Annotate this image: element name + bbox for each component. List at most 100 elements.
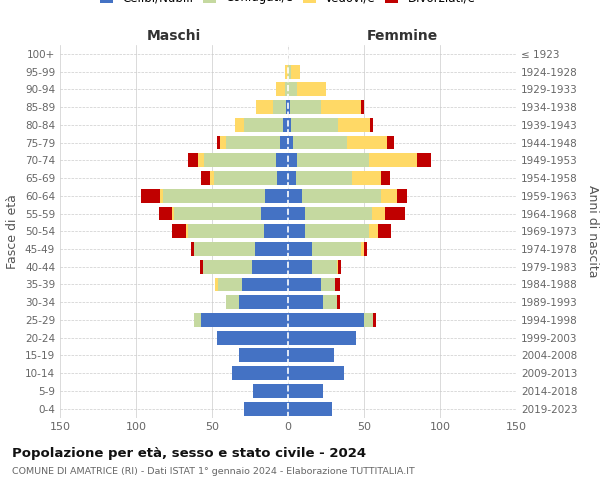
Bar (160, 189, 163, 202)
Bar (186, 224, 188, 238)
Bar (291, 64, 300, 78)
Bar (244, 118, 283, 132)
Y-axis label: Anni di nascita: Anni di nascita (586, 185, 599, 278)
Bar (239, 348, 288, 362)
Bar (381, 171, 390, 185)
Bar (256, 100, 273, 114)
Bar (200, 260, 203, 274)
Bar (368, 154, 417, 167)
Bar (381, 189, 397, 202)
Bar (305, 224, 368, 238)
Bar (288, 348, 334, 362)
Bar (276, 82, 285, 96)
Bar (352, 171, 381, 185)
Bar (217, 136, 220, 149)
Bar (205, 154, 276, 167)
Bar (288, 136, 293, 149)
Bar (288, 260, 313, 274)
Bar (285, 82, 288, 96)
Bar (296, 171, 352, 185)
Bar (293, 136, 347, 149)
Bar (217, 331, 288, 344)
Bar (370, 118, 373, 132)
Bar (244, 402, 288, 415)
Bar (387, 136, 394, 149)
Bar (385, 206, 405, 220)
Bar (283, 118, 288, 132)
Bar (253, 384, 288, 398)
Bar (297, 82, 326, 96)
Bar (159, 206, 172, 220)
Bar (226, 136, 280, 149)
Bar (288, 402, 332, 415)
Bar (338, 260, 341, 274)
Bar (364, 313, 373, 327)
Bar (335, 278, 340, 291)
Bar (218, 278, 242, 291)
Bar (172, 206, 174, 220)
Bar (276, 154, 288, 167)
Bar (203, 260, 251, 274)
Bar (285, 64, 288, 78)
Bar (288, 100, 290, 114)
Bar (215, 278, 218, 291)
Bar (313, 242, 361, 256)
Bar (377, 224, 391, 238)
Bar (265, 189, 288, 202)
Bar (214, 171, 277, 185)
Bar (302, 189, 381, 202)
Bar (337, 296, 340, 309)
Bar (347, 136, 387, 149)
Bar (288, 82, 297, 96)
Bar (263, 224, 288, 238)
Bar (288, 296, 323, 309)
Y-axis label: Fasce di età: Fasce di età (7, 194, 19, 268)
Bar (199, 154, 205, 167)
Bar (194, 242, 254, 256)
Bar (202, 313, 288, 327)
Text: Popolazione per età, sesso e stato civile - 2024: Popolazione per età, sesso e stato civil… (12, 448, 366, 460)
Bar (273, 100, 286, 114)
Bar (288, 242, 313, 256)
Bar (174, 206, 260, 220)
Bar (288, 331, 356, 344)
Bar (322, 100, 361, 114)
Bar (242, 278, 288, 291)
Bar (361, 242, 364, 256)
Bar (260, 206, 288, 220)
Bar (188, 224, 263, 238)
Bar (163, 189, 265, 202)
Bar (172, 224, 186, 238)
Bar (371, 206, 385, 220)
Bar (140, 189, 160, 202)
Bar (191, 242, 194, 256)
Bar (288, 224, 305, 238)
Text: Maschi: Maschi (147, 29, 201, 43)
Text: COMUNE DI AMATRICE (RI) - Dati ISTAT 1° gennaio 2024 - Elaborazione TUTTITALIA.I: COMUNE DI AMATRICE (RI) - Dati ISTAT 1° … (12, 468, 415, 476)
Bar (226, 296, 239, 309)
Bar (288, 278, 322, 291)
Bar (288, 171, 296, 185)
Bar (364, 242, 367, 256)
Bar (338, 118, 370, 132)
Bar (288, 206, 305, 220)
Bar (297, 154, 368, 167)
Bar (337, 260, 338, 274)
Bar (235, 118, 244, 132)
Bar (251, 260, 288, 274)
Text: Femmine: Femmine (367, 29, 437, 43)
Bar (291, 118, 338, 132)
Bar (288, 384, 323, 398)
Bar (202, 171, 211, 185)
Bar (397, 189, 407, 202)
Bar (220, 136, 226, 149)
Bar (288, 366, 344, 380)
Bar (280, 136, 288, 149)
Legend: Celibi/Nubili, Coniugati/e, Vedovi/e, Divorziati/e: Celibi/Nubili, Coniugati/e, Vedovi/e, Di… (100, 0, 476, 4)
Bar (288, 189, 302, 202)
Bar (288, 118, 291, 132)
Bar (323, 296, 337, 309)
Bar (288, 154, 297, 167)
Bar (313, 260, 337, 274)
Bar (239, 296, 288, 309)
